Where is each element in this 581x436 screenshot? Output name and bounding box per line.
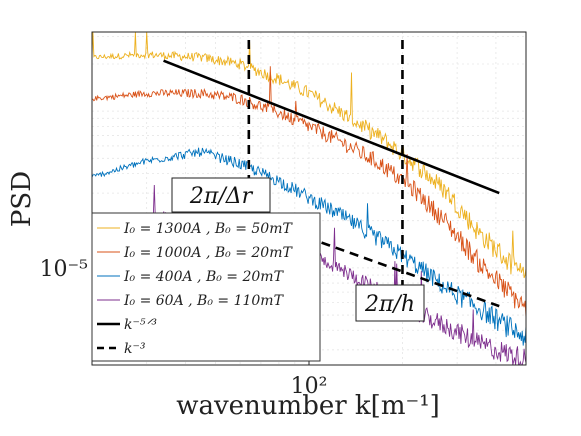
series-line-2 [91,147,527,346]
annotation-dr-box [171,177,271,213]
annotation-h-box [355,284,425,322]
y-tick-label: 10⁻⁵ [40,257,88,282]
annotation-h-label: 2π/h [364,292,415,317]
x-axis-label: wavenumber k[m⁻¹] [176,391,440,421]
reference-line-k53 [163,59,500,195]
axis-ticks: 10² 10⁻⁵ [40,257,328,399]
series-line-1 [92,66,527,318]
y-axis-label: PSD [7,171,37,227]
legend-box [91,212,321,362]
legend: I₀ = 1300A , B₀ = 50mT I₀ = 1000A , B₀ = … [91,212,321,362]
series-line-0 [91,31,527,279]
reference-lines [163,40,500,308]
legend-label-4: k⁻⁵ᐟ³ [124,317,157,333]
legend-label-2: I₀ = 400A , B₀ = 20mT [123,269,285,285]
annotation-dr-label: 2π/Δr [189,184,254,209]
x-tick-label: 10² [291,374,328,399]
annotation-h: 2π/h [355,284,425,322]
legend-label-0: I₀ = 1300A , B₀ = 50mT [123,221,293,237]
legend-label-5: k⁻³ [124,341,146,357]
legend-label-3: I₀ = 60A , B₀ = 110mT [123,293,285,309]
legend-label-1: I₀ = 1000A , B₀ = 20mT [123,245,293,261]
annotation-dr: 2π/Δr [171,177,271,213]
